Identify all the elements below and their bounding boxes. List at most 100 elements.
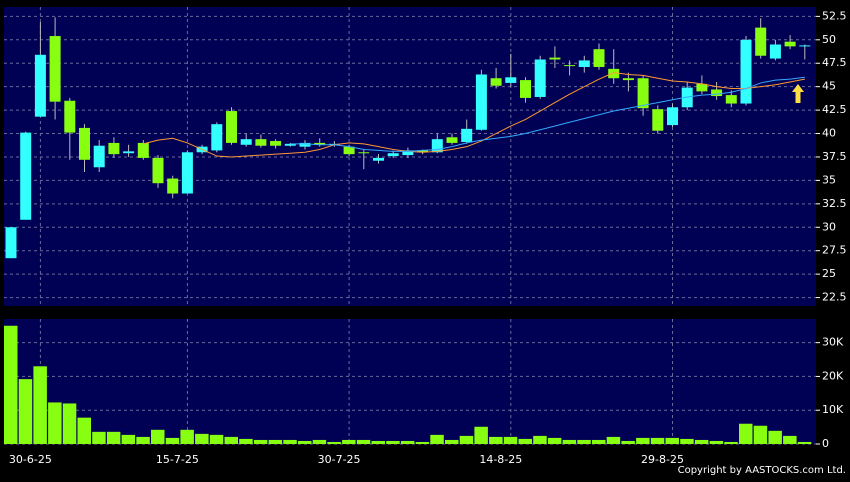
x-tick-label: 14-8-25 [479, 453, 522, 466]
candle-body [505, 77, 517, 83]
candle-body [34, 54, 46, 117]
candle-body [784, 41, 796, 47]
candle-body [578, 60, 590, 67]
volume-bar [606, 436, 621, 444]
y-tick-label: 25 [822, 267, 836, 280]
y-tick-label: 37.5 [822, 150, 847, 163]
candle-body [387, 153, 399, 157]
candle-body [461, 128, 473, 142]
volume-bar [621, 440, 635, 444]
volume-bar [680, 438, 694, 444]
volume-bar [400, 440, 415, 444]
y-tick-label: 45 [822, 80, 836, 93]
volume-bar [474, 426, 488, 444]
candle-body [5, 227, 17, 259]
candle-body [93, 145, 105, 168]
candle-body [358, 152, 370, 154]
candle-body [211, 124, 223, 151]
candle-body [652, 109, 664, 131]
candle-body [637, 78, 649, 109]
candle-body [167, 178, 179, 194]
volume-bar [312, 439, 327, 444]
volume-bar [724, 441, 738, 444]
volume-bar [371, 440, 385, 444]
volume-bar [77, 417, 91, 444]
candle-body [314, 142, 326, 145]
y-tick-label: 22.5 [822, 291, 847, 304]
volume-bar [739, 423, 753, 444]
candle-body [622, 78, 634, 81]
volume-bar [650, 437, 665, 444]
volume-bar [577, 439, 591, 444]
volume-bar [753, 425, 768, 444]
volume-bar [239, 438, 253, 444]
volume-bar [459, 435, 474, 444]
volume-bar [106, 431, 121, 444]
volume-bar [709, 440, 724, 444]
volume-bar [533, 435, 547, 444]
candle-body [431, 139, 443, 153]
candle-body [446, 137, 458, 143]
candle-body [755, 27, 767, 56]
volume-bar [165, 437, 180, 444]
volume-bar [151, 429, 165, 444]
candle-body [299, 142, 311, 147]
volume-bar [298, 440, 312, 444]
y-tick-label: 50 [822, 33, 836, 46]
y-tick-label: 0 [822, 437, 829, 450]
volume-bar [503, 436, 518, 444]
volume-bar [268, 439, 283, 444]
moving-average-line [143, 72, 805, 158]
volume-bar [386, 440, 400, 444]
candle-body [402, 150, 414, 156]
candle-body [20, 132, 32, 220]
volume-bar [430, 434, 444, 444]
volume-bar [136, 436, 150, 444]
volume-bar [518, 438, 532, 444]
volume-bar [253, 439, 268, 444]
candle-body [137, 142, 149, 158]
candle-body [711, 89, 723, 97]
y-tick-label: 47.5 [822, 56, 847, 69]
volume-bar [592, 439, 606, 444]
candle-body [240, 139, 252, 145]
volume-bar [283, 439, 297, 444]
candle-body [475, 74, 487, 130]
arrow-icon [792, 84, 804, 103]
candle-body [123, 151, 135, 154]
y-tick-label: 20K [822, 369, 844, 382]
y-tick-label: 10K [822, 403, 844, 416]
volume-bar [92, 431, 106, 444]
candle-body [255, 139, 267, 146]
volume-bar [224, 436, 238, 444]
candle-body [49, 36, 61, 102]
candle-body [725, 95, 737, 104]
volume-bar [636, 437, 650, 444]
volume-bar [445, 439, 459, 444]
candle-body [608, 68, 620, 79]
volume-bar [694, 439, 709, 444]
y-tick-label: 40 [822, 127, 836, 140]
volume-bar [4, 325, 18, 444]
candle-body [181, 152, 193, 194]
volume-panel [4, 319, 816, 444]
candle-body [740, 39, 752, 104]
candle-body [799, 45, 811, 47]
copyright: Copyright by AASTOCKS.com Ltd. [678, 465, 846, 476]
volume-bar [180, 429, 194, 444]
candle-body [226, 111, 237, 143]
x-tick-label: 15-7-25 [156, 453, 199, 466]
volume-bar [665, 437, 679, 444]
x-tick-label: 29-8-25 [641, 453, 684, 466]
candle-body [549, 57, 561, 60]
volume-bar [327, 441, 341, 444]
volume-bar [547, 437, 562, 444]
volume-bar [489, 436, 503, 444]
y-tick-label: 52.5 [822, 9, 847, 22]
plot-layer: 22.5 25 27.5 30 32.5 35 37.5 40 42.5 45 47.5 50 52.5… [4, 7, 847, 466]
candle-body [593, 49, 605, 67]
candle-body [270, 141, 282, 146]
volume-bar [562, 439, 577, 444]
y-tick-label: 35 [822, 173, 836, 186]
